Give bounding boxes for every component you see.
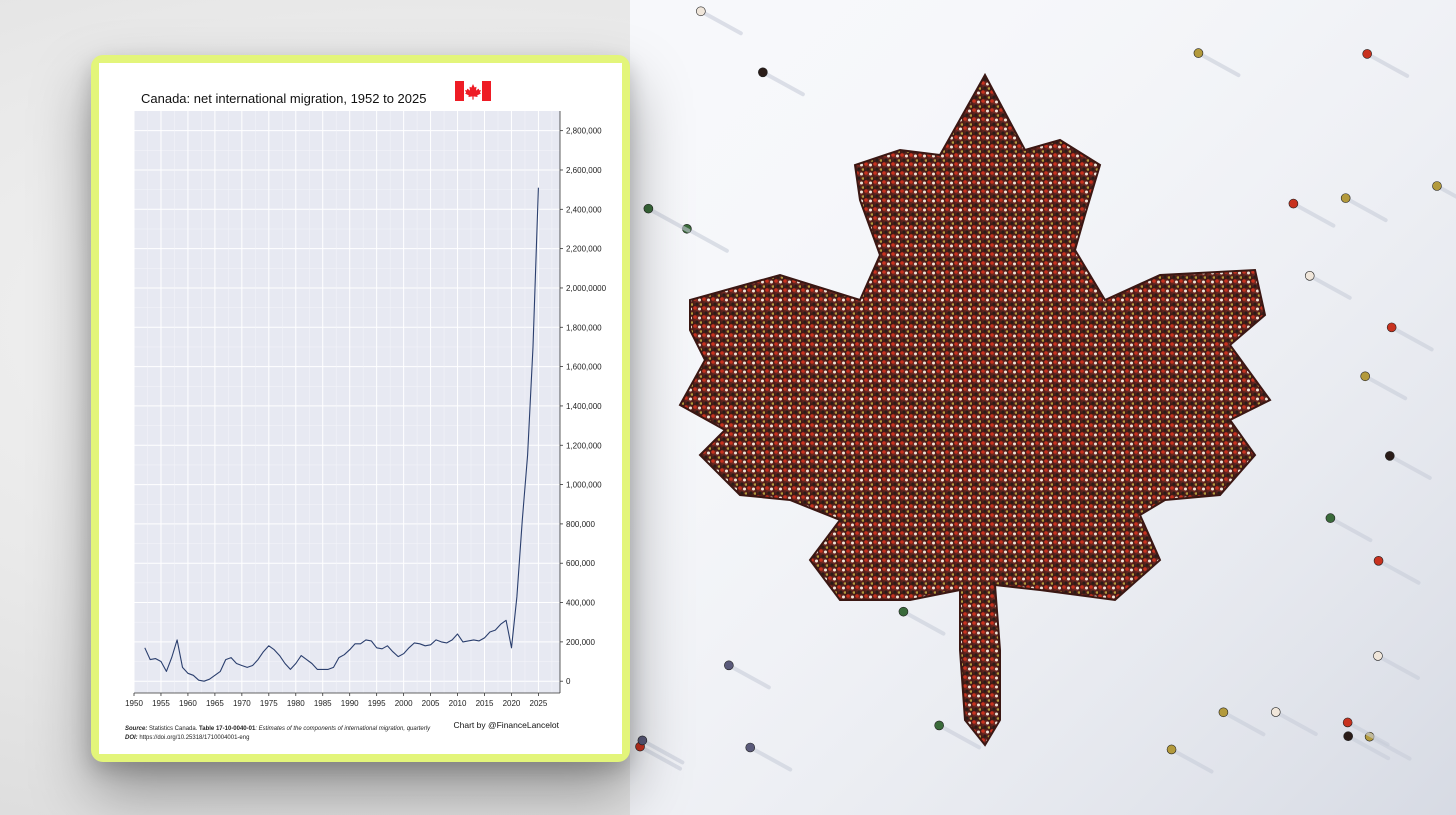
x-tick-label: 1975 [260, 699, 278, 708]
axes: 1950 1955 1960 1965 1970 1975 1980 1985 1990 1995… [125, 111, 607, 708]
x-tick-label: 1960 [179, 699, 197, 708]
x-tick-label: 2010 [449, 699, 467, 708]
chart-title: Canada: net international migration, 195… [141, 91, 426, 106]
x-tick-label: 1990 [341, 699, 359, 708]
x-tick-label: 1980 [287, 699, 305, 708]
x-tick-label: 1950 [125, 699, 143, 708]
x-tick-label: 2005 [422, 699, 440, 708]
y-tick-label: 600,000 [566, 559, 595, 568]
scattered-people-icons [635, 6, 1456, 774]
x-tick-label: 1955 [152, 699, 170, 708]
doi-label: DOI: [125, 735, 138, 741]
doi-line: DOI: https://doi.org/10.25318/1710004001… [125, 735, 249, 741]
chart-footer: Source: Statistics Canada. Table 17-10-0… [125, 720, 560, 741]
y-tick-label: 1,000,000 [566, 481, 602, 490]
doi-text: https://doi.org/10.25318/1710004001-eng [138, 735, 250, 741]
y-tick-label: 2,600,000 [566, 166, 602, 175]
plot-area [134, 111, 560, 693]
x-tick-label: 1985 [314, 699, 332, 708]
chart-credit: Chart by @FinanceLancelot [454, 720, 560, 730]
y-tick-label: 400,000 [566, 599, 595, 608]
x-tick-label: 2000 [395, 699, 413, 708]
x-tick-label: 1965 [206, 699, 224, 708]
chart-panel: Canada: net international migration, 195… [99, 63, 622, 754]
y-tick-label: 0 [566, 677, 571, 686]
y-tick-label: 1,800,000 [566, 323, 602, 332]
y-tick-label: 1,400,000 [566, 402, 602, 411]
x-tick-label: 2020 [503, 699, 521, 708]
y-tick-label: 200,000 [566, 638, 595, 647]
source-label: Source: [125, 726, 147, 732]
y-tick-label: 1,200,000 [566, 441, 602, 450]
source-text: Statistics Canada. [147, 726, 199, 732]
source-line: Source: Statistics Canada. Table 17-10-0… [125, 726, 431, 732]
table-reference: Table 17-10-0040-01 [199, 726, 256, 732]
y-tick-label: 1,600,000 [566, 363, 602, 372]
y-tick-label: 2,400,000 [566, 205, 602, 214]
migration-line-chart: Canada: net international migration, 195… [125, 81, 607, 741]
y-tick-label: 2,000,0000 [566, 284, 607, 293]
grid-lines [133, 111, 560, 693]
x-tick-label: 2015 [476, 699, 494, 708]
series-line-net-migration [144, 187, 539, 682]
canada-flag-icon [455, 81, 491, 101]
chart-card: Canada: net international migration, 195… [91, 55, 630, 762]
y-tick-label: 800,000 [566, 520, 595, 529]
table-description: : Estimates of the components of interna… [255, 726, 431, 732]
x-tick-label: 1970 [233, 699, 251, 708]
maple-leaf-crowd-icon [678, 72, 1272, 747]
y-tick-label: 2,200,000 [566, 245, 602, 254]
series-layer [144, 187, 539, 682]
x-tick-label: 2025 [530, 699, 548, 708]
y-tick-label: 2,800,000 [566, 127, 602, 136]
x-tick-label: 1995 [368, 699, 386, 708]
